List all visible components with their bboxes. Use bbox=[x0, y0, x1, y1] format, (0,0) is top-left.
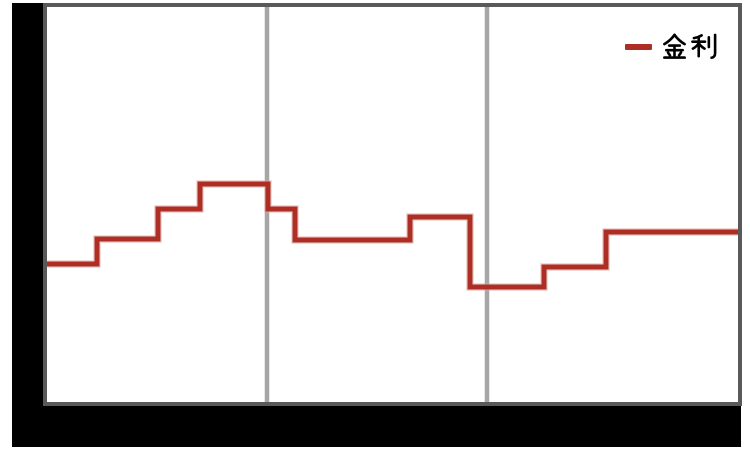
kanji-ri-icon bbox=[691, 33, 717, 60]
y-axis-label-band bbox=[12, 3, 43, 447]
legend: 金利 bbox=[625, 33, 718, 60]
legend-line-swatch bbox=[625, 43, 652, 50]
kanji-kin-icon bbox=[663, 33, 686, 59]
series-line bbox=[47, 181, 738, 290]
x-axis-label-band bbox=[12, 406, 741, 447]
series-line-halo bbox=[47, 180, 738, 291]
legend-label-glyphs bbox=[661, 33, 718, 60]
plot-area: 金利 bbox=[43, 3, 742, 406]
step-line-chart bbox=[47, 7, 738, 402]
